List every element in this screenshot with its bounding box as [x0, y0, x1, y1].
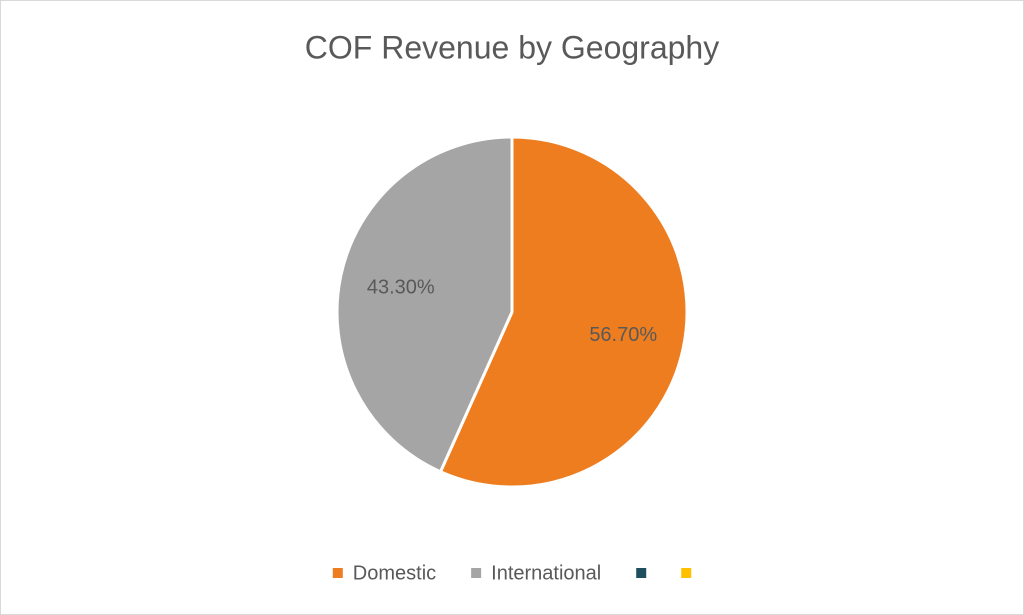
- data-label: 56.70%: [589, 324, 657, 346]
- legend-swatch: [332, 568, 343, 578]
- legend-label: Domestic: [353, 562, 436, 584]
- pie-slice: [438, 135, 689, 489]
- legend-label: International: [491, 562, 601, 584]
- legend-swatch: [681, 568, 692, 578]
- legend-swatch: [471, 568, 482, 578]
- chart-title: COF Revenue by Geography: [305, 29, 719, 65]
- data-label: 43.30%: [367, 277, 435, 299]
- legend-swatch: [636, 568, 647, 578]
- pie-slice: [335, 135, 514, 474]
